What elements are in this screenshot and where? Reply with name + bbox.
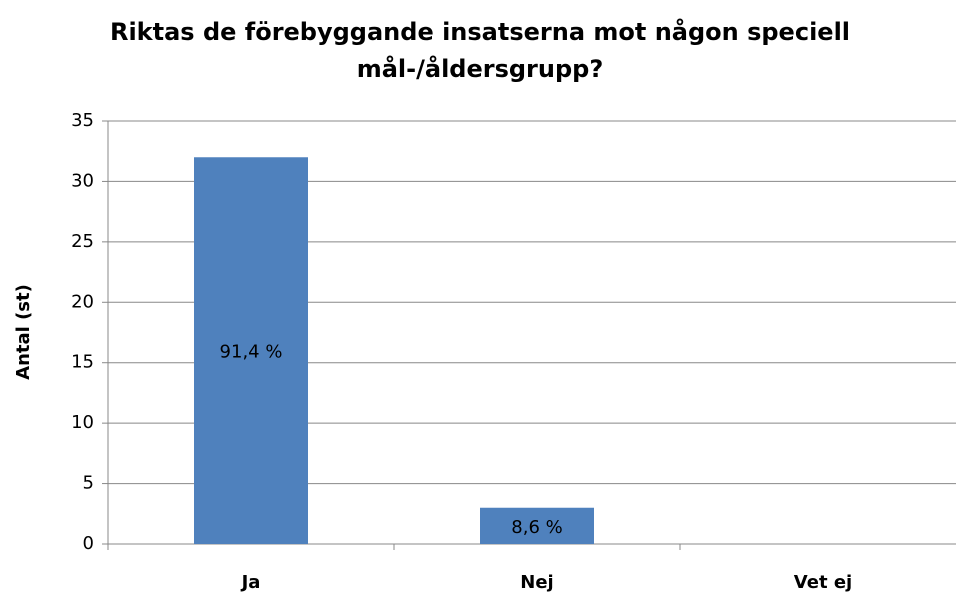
y-tick-label: 35 [71, 110, 94, 131]
y-axis-label: Antal (st) [13, 284, 34, 380]
bar [194, 157, 308, 544]
bar [480, 507, 594, 544]
chart-title: Riktas de förebyggande insatserna mot nå… [109, 18, 851, 83]
data-label: 91,4 % [220, 342, 283, 363]
data-label: 8,6 % [511, 517, 562, 538]
y-tick-label: 20 [71, 291, 94, 312]
y-tick-label: 15 [71, 352, 94, 373]
y-tick-label: 25 [71, 231, 94, 252]
x-tick-label: Ja [240, 572, 261, 593]
y-tick-label: 0 [83, 533, 94, 554]
x-tick-label: Vet ej [794, 572, 852, 593]
x-tick-label: Nej [520, 572, 553, 593]
y-tick-label: 30 [71, 170, 94, 191]
y-tick-label: 5 [83, 473, 94, 494]
y-tick-label: 10 [71, 412, 94, 433]
